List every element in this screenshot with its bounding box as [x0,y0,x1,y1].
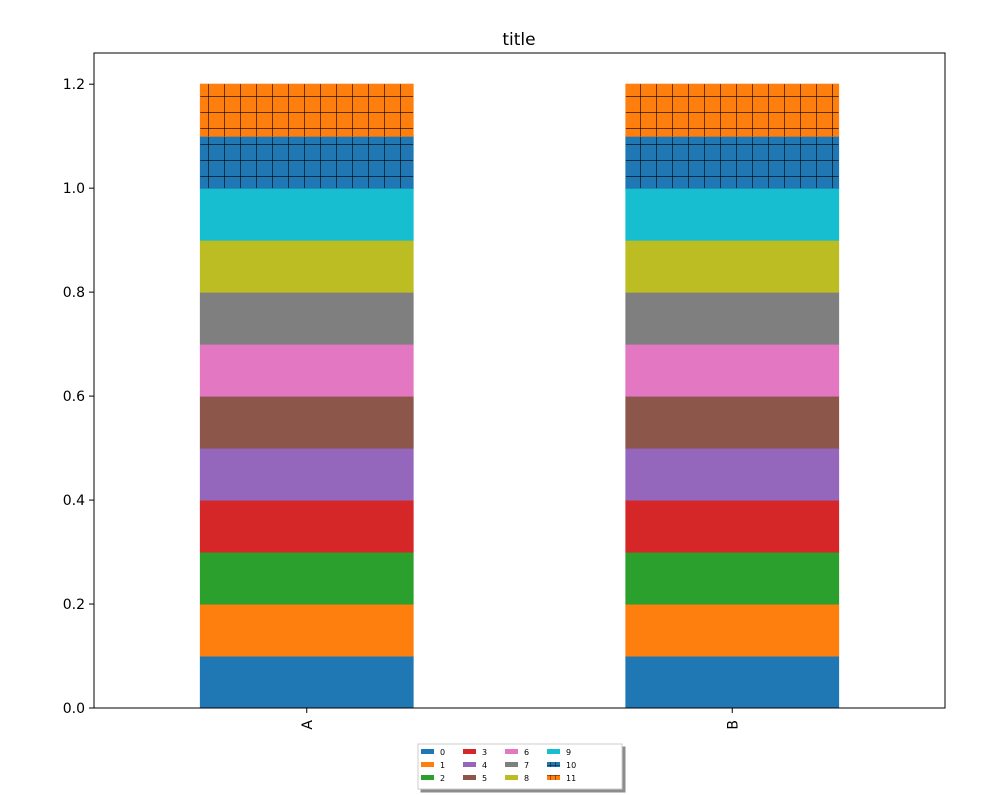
legend-swatch-5 [463,775,476,780]
bar-B-series-5 [625,395,840,449]
bar-A-series-4 [199,447,414,501]
bar-A-series-0 [199,655,414,709]
legend-swatch-8 [505,775,518,780]
y-tick-label: 1.2 [63,77,85,93]
bar-hatch-B-series-10 [625,136,839,189]
legend-label-8: 8 [524,774,529,783]
legend-label-1: 1 [440,761,445,770]
legend-swatch-7 [505,762,518,767]
legend-label-11: 11 [566,774,576,783]
bar-B-series-4 [625,447,840,501]
bar-B-series-7 [625,291,840,345]
y-tick-label: 0.8 [63,285,85,301]
legend-label-10: 10 [566,761,576,770]
bar-B-series-3 [625,499,840,553]
bar-A-series-1 [199,603,414,657]
y-tick-label: 0.4 [63,493,85,509]
legend-swatch-1 [421,762,434,767]
legend-box [417,743,623,790]
bar-A-series-3 [199,499,414,553]
y-tick-label: 0.0 [63,701,85,717]
legend-label-4: 4 [482,761,487,770]
y-tick-label: 1.0 [63,181,85,197]
bar-A-series-6 [199,343,414,397]
plot-frame [93,52,946,709]
legend-swatch-3 [463,749,476,754]
bar-A-series-9 [199,187,414,241]
legend-swatch-4 [463,762,476,767]
x-tick-label: B [725,720,741,730]
legend-swatch-2 [421,775,434,780]
legend-swatch-hatch-11 [547,775,560,780]
y-tick-label: 0.6 [63,389,85,405]
chart-title: title [502,30,535,50]
bar-A-series-5 [199,395,414,449]
bar-B-series-6 [625,343,840,397]
bar-B-series-8 [625,239,840,293]
legend-swatch-6 [505,749,518,754]
bar-hatch-A-series-10 [200,136,414,189]
bars-layer [199,83,840,709]
y-axis: 0.0 0.2 0.4 0.6 0.8 1.0 1.2 [63,77,94,717]
bar-hatch-A-series-11 [200,84,414,137]
x-tick-label: A [300,720,316,730]
bar-B-series-0 [625,655,840,709]
legend-swatch-0 [421,749,434,754]
bar-B-series-2 [625,551,840,605]
legend-label-7: 7 [524,761,529,770]
bar-A-series-7 [199,291,414,345]
legend-label-2: 2 [440,774,445,783]
legend-label-9: 9 [566,748,571,757]
bar-A-series-2 [199,551,414,605]
legend-swatch-9 [547,749,560,754]
bar-hatch-B-series-11 [625,84,839,137]
legend-swatch-hatch-10 [547,762,560,767]
legend-label-5: 5 [482,774,487,783]
legend-label-3: 3 [482,748,487,757]
bar-B-series-1 [625,603,840,657]
legend-label-6: 6 [524,748,529,757]
y-tick-label: 0.2 [63,597,85,613]
bar-B-series-9 [625,187,840,241]
legend-label-0: 0 [440,748,445,757]
bar-A-series-8 [199,239,414,293]
legend: 0 1 2 3 4 5 6 7 8 9 10 11 [417,743,623,790]
